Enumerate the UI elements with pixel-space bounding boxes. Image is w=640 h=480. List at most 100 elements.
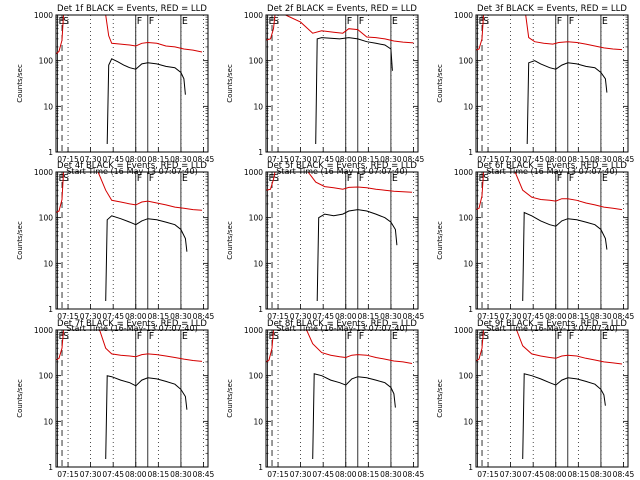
y-tick-label: 1000	[454, 168, 473, 177]
marker-label: E	[182, 331, 188, 342]
x-tick-label: 07:30	[290, 470, 312, 479]
x-tick-label: 07:30	[500, 155, 522, 164]
y-tick-label: 1	[468, 148, 473, 157]
x-tick-label: 08:45	[403, 470, 425, 479]
marker-label: E	[602, 173, 608, 184]
chart-title: Det 2f BLACK = Events, RED = LLD	[267, 4, 417, 14]
x-tick-label: 08:15	[148, 470, 170, 479]
x-tick-label: 07:45	[102, 155, 124, 164]
y-tick-label: 1000	[454, 11, 473, 20]
y-tick-label: 1	[48, 305, 53, 314]
x-tick-label: 08:15	[148, 312, 170, 321]
x-tick-label: 08:15	[568, 155, 590, 164]
x-tick-label: 08:15	[568, 312, 590, 321]
y-tick-label: 1000	[244, 326, 263, 335]
x-tick-label: 07:15	[267, 470, 289, 479]
y-axis-label: Counts/sec	[226, 64, 234, 103]
events-series-line	[522, 373, 606, 460]
x-tick-label: 07:30	[290, 312, 312, 321]
y-tick-label: 10	[43, 102, 53, 111]
y-tick-label: 1	[48, 463, 53, 472]
y-tick-label: 1000	[34, 326, 53, 335]
events-series-line	[312, 373, 396, 460]
chart-title: Det 7f BLACK = Events, RED = LLD	[57, 319, 207, 329]
y-tick-label: 1	[258, 463, 263, 472]
x-tick-label: 08:30	[170, 155, 192, 164]
y-axis-label: Counts/sec	[436, 64, 444, 103]
marker-label: F	[149, 173, 154, 184]
x-tick-label: 07:15	[57, 312, 79, 321]
x-tick-label: 07:15	[267, 155, 289, 164]
marker-label: S	[63, 331, 69, 342]
marker-label: E	[59, 16, 65, 27]
y-tick-label: 10	[463, 259, 473, 268]
marker-label: F	[359, 16, 364, 27]
y-axis-label: Counts/sec	[16, 379, 24, 418]
chart-title: Det 4f BLACK = Events, RED = LLD	[57, 161, 207, 171]
marker-label: F	[347, 331, 352, 342]
lld-series-line	[55, 329, 203, 362]
marker-label: F	[569, 331, 574, 342]
marker-label: E	[479, 173, 485, 184]
chart-title: Det 5f BLACK = Events, RED = LLD	[267, 161, 417, 171]
chart-title: Det 1f BLACK = Events, RED = LLD	[57, 4, 207, 14]
y-tick-label: 1	[468, 463, 473, 472]
chart-panel: Det 3f BLACK = Events, RED = LLD Counts/s…	[436, 4, 635, 176]
x-tick-label: 08:45	[613, 312, 635, 321]
x-tick-label: 08:30	[170, 312, 192, 321]
x-tick-label: 08:30	[590, 155, 612, 164]
plot-frame	[475, 14, 629, 153]
x-tick-label: 07:45	[102, 312, 124, 321]
marker-label: F	[137, 16, 142, 27]
marker-label: S	[483, 173, 489, 184]
y-tick-label: 1	[48, 148, 53, 157]
lld-series-line	[265, 14, 414, 44]
marker-label: E	[59, 173, 65, 184]
y-tick-label: 100	[39, 372, 54, 381]
marker-label: S	[483, 16, 489, 27]
y-tick-label: 1	[258, 305, 263, 314]
marker-label: E	[392, 16, 398, 27]
x-tick-label: 08:00	[335, 312, 357, 321]
marker-label: F	[557, 173, 562, 184]
y-tick-label: 1000	[34, 11, 53, 20]
y-tick-label: 1000	[244, 168, 263, 177]
x-tick-label: 07:30	[80, 155, 102, 164]
marker-label: F	[557, 331, 562, 342]
x-tick-label: 08:00	[545, 312, 567, 321]
plot-frame	[55, 171, 209, 310]
x-tick-label: 07:15	[57, 470, 79, 479]
y-tick-label: 1	[468, 305, 473, 314]
lld-series-line	[55, 14, 203, 55]
marker-label: E	[182, 16, 188, 27]
x-tick-label: 08:45	[193, 470, 215, 479]
y-tick-label: 100	[39, 214, 54, 223]
chart-panel: Det 9f BLACK = Events, RED = LLD Counts/s…	[436, 319, 635, 479]
chart-title: Det 6f BLACK = Events, RED = LLD	[477, 161, 627, 171]
chart-title: Det 3f BLACK = Events, RED = LLD	[477, 4, 627, 14]
x-tick-label: 08:45	[193, 155, 215, 164]
x-tick-label: 08:00	[545, 470, 567, 479]
x-tick-label: 08:30	[380, 312, 402, 321]
x-tick-label: 07:45	[312, 155, 334, 164]
marker-label: E	[392, 331, 398, 342]
y-tick-label: 10	[463, 417, 473, 426]
plot-frame	[55, 329, 209, 468]
y-axis-label: Counts/sec	[226, 379, 234, 418]
marker-label: F	[569, 173, 574, 184]
marker-label: F	[347, 16, 352, 27]
marker-label: S	[63, 16, 69, 27]
marker-label: F	[347, 173, 352, 184]
marker-label: F	[137, 331, 142, 342]
y-tick-label: 10	[43, 259, 53, 268]
x-tick-label: 07:45	[312, 470, 334, 479]
y-tick-label: 10	[253, 417, 263, 426]
marker-label: E	[479, 16, 485, 27]
x-tick-label: 08:00	[335, 155, 357, 164]
y-tick-label: 1000	[244, 11, 263, 20]
x-tick-label: 08:15	[358, 155, 380, 164]
chart-panel: Det 2f BLACK = Events, RED = LLD Counts/s…	[226, 4, 425, 176]
x-tick-label: 07:30	[500, 470, 522, 479]
events-series-line	[105, 215, 188, 302]
